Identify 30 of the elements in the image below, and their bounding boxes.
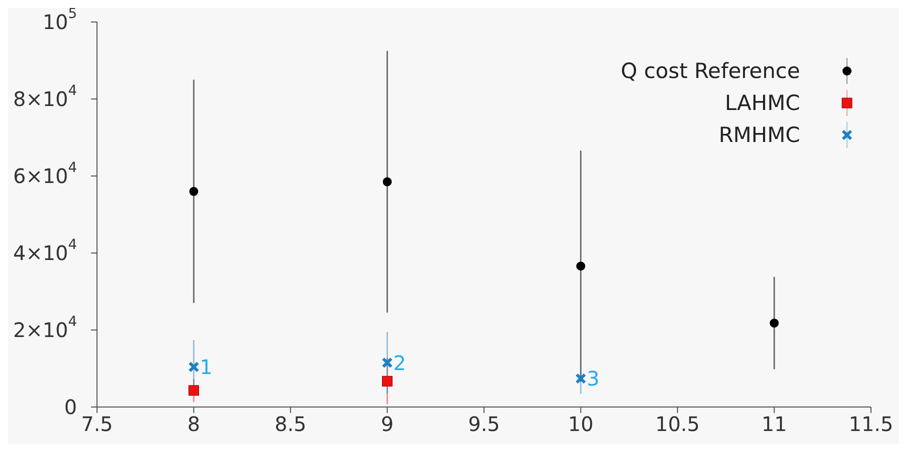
legend-label: LAHMC: [724, 91, 800, 115]
point: [382, 177, 392, 186]
x-tick-label: 7.5: [81, 412, 113, 436]
y-tick-label: 8×10$^{4}$: [13, 83, 78, 111]
annotation: 3: [586, 366, 600, 391]
point: [382, 376, 392, 386]
point: [188, 385, 199, 396]
x-tick-label: 10: [568, 412, 594, 436]
point: [189, 186, 198, 196]
point: [576, 262, 586, 271]
point: [575, 373, 586, 384]
point: [382, 357, 393, 368]
y-tick-label: 6×10$^{4}$: [13, 160, 78, 188]
x-tick-label: 8: [187, 412, 200, 436]
x-tick-label: 10.5: [655, 412, 700, 436]
y-tick-label: 4×10$^{4}$: [13, 237, 78, 265]
y-tick-label: 2×10$^{4}$: [13, 314, 78, 342]
legend-label: RMHMC: [718, 123, 800, 147]
point: [770, 318, 779, 328]
x-tick-label: 11: [762, 412, 787, 436]
x-tick-label: 11.5: [848, 412, 894, 436]
legend-label: Q cost Reference: [620, 59, 800, 83]
annotation: 2: [393, 350, 406, 375]
x-tick-label: 9: [380, 412, 394, 436]
x-tick-label: 9.5: [468, 412, 500, 436]
annotation: 1: [200, 355, 212, 380]
y-tick-label: 10$^{5}$: [42, 6, 77, 34]
point: [188, 361, 200, 372]
x-tick-label: 8.5: [274, 412, 306, 436]
y-tick-label: 0: [64, 395, 77, 419]
